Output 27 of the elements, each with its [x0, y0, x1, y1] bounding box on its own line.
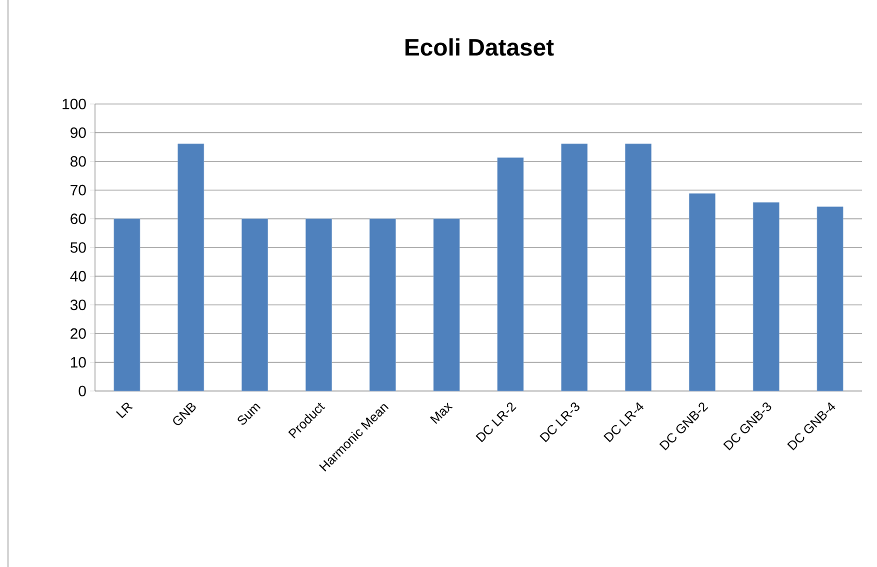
x-tick-label: Max — [430, 402, 453, 424]
bar — [752, 202, 780, 392]
bar — [625, 144, 652, 392]
y-tick-label: 30 — [70, 300, 86, 310]
chart-title: Ecoli Dataset — [406, 38, 554, 56]
y-tick-label: 80 — [70, 156, 86, 167]
y-tick-label: 20 — [70, 328, 86, 339]
y-tick-label: 60 — [70, 214, 86, 224]
x-tick-label: Sum — [238, 404, 261, 425]
bar — [689, 193, 716, 392]
bar — [497, 157, 524, 392]
y-tick-label: 90 — [70, 127, 86, 138]
bar — [561, 144, 588, 392]
y-tick-label: 100 — [62, 98, 86, 110]
y-tick-label: 40 — [70, 270, 86, 282]
y-tick-label: 10 — [71, 357, 86, 368]
bar — [816, 206, 844, 392]
bar — [178, 144, 204, 392]
bar — [114, 218, 140, 392]
bar — [306, 218, 332, 392]
bar — [433, 218, 460, 392]
y-tick-label: 0 — [78, 386, 86, 396]
y-tick-label: 70 — [70, 184, 86, 196]
bar — [369, 218, 396, 392]
x-tick-label: LR — [116, 402, 133, 418]
y-tick-label: 50 — [70, 242, 86, 253]
bar — [242, 218, 268, 392]
